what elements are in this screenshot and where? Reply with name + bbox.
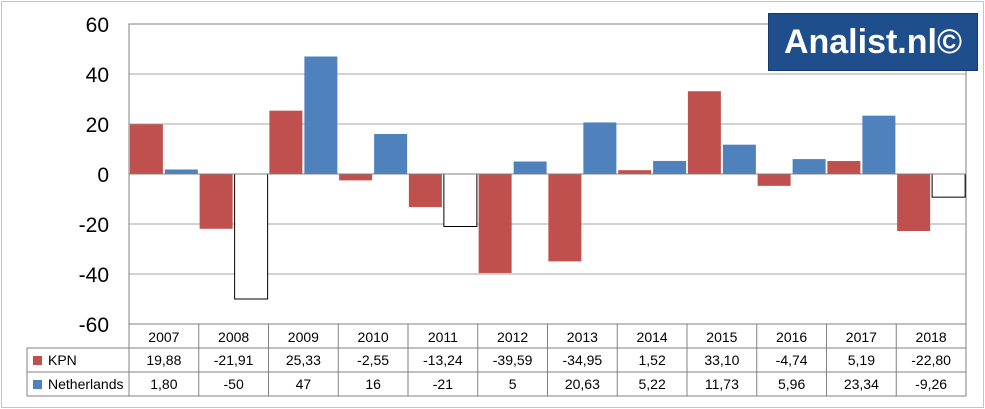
legend-label-netherlands: Netherlands (48, 376, 124, 392)
y-tick-label: 20 (86, 114, 109, 137)
category-label: 2018 (916, 329, 947, 345)
data-label-netherlands: 11,73 (705, 376, 739, 392)
bar-kpn-2009 (269, 110, 303, 174)
y-tick-label: 40 (86, 64, 109, 87)
bar-netherlands-2010 (374, 134, 408, 174)
category-label: 2009 (288, 329, 319, 345)
category-label: 2007 (148, 329, 179, 345)
bar-netherlands-2016 (792, 159, 826, 174)
category-label: 2016 (776, 329, 807, 345)
data-label-kpn: -21,91 (214, 352, 254, 368)
y-tick-label: -60 (79, 314, 109, 337)
legend-label-kpn: KPN (48, 352, 77, 368)
data-label-netherlands: 47 (296, 376, 312, 392)
data-label-kpn: 5,19 (848, 352, 875, 368)
data-label-netherlands: 16 (365, 376, 381, 392)
data-label-kpn: -39,59 (493, 352, 533, 368)
legend-key-kpn (33, 356, 42, 365)
bar-kpn-2017 (827, 161, 861, 174)
data-label-kpn: 33,10 (704, 352, 739, 368)
category-label: 2013 (567, 329, 598, 345)
bar-kpn-2016 (757, 174, 791, 186)
category-label: 2008 (218, 329, 249, 345)
data-label-netherlands: -9,26 (915, 376, 947, 392)
bar-kpn-2007 (129, 124, 163, 174)
data-label-netherlands: 5,22 (639, 376, 666, 392)
bar-netherlands-2015 (722, 144, 756, 174)
y-tick-label: 60 (86, 14, 109, 37)
y-tick-label: -40 (79, 264, 109, 287)
bar-kpn-2010 (339, 174, 373, 181)
bar-kpn-2008 (199, 174, 233, 229)
y-tick-label: 0 (97, 164, 109, 187)
data-label-kpn: 1,52 (639, 352, 666, 368)
bar-netherlands-2008 (234, 173, 269, 300)
data-label-kpn: 25,33 (286, 352, 321, 368)
data-label-netherlands: 5 (509, 376, 517, 392)
data-label-netherlands: -50 (224, 376, 244, 392)
bar-kpn-2014 (618, 170, 652, 174)
category-label: 2011 (428, 329, 458, 345)
data-label-netherlands: -21 (433, 376, 453, 392)
data-label-kpn: 19,88 (146, 352, 181, 368)
category-label: 2012 (497, 329, 528, 345)
category-label: 2015 (706, 329, 737, 345)
data-label-netherlands: 5,96 (778, 376, 805, 392)
bar-kpn-2013 (548, 174, 582, 262)
data-label-kpn: -2,55 (357, 352, 389, 368)
category-label: 2014 (637, 329, 668, 345)
bar-netherlands-2007 (164, 169, 198, 174)
data-label-netherlands: 20,63 (565, 376, 600, 392)
legend-key-netherlands (33, 380, 42, 389)
data-label-netherlands: 1,80 (150, 376, 177, 392)
category-label: 2017 (846, 329, 877, 345)
bar-netherlands-2009 (304, 56, 338, 174)
bar-kpn-2015 (687, 91, 721, 174)
data-label-kpn: -22,80 (911, 352, 951, 368)
bar-kpn-2018 (897, 174, 931, 231)
data-label-kpn: -4,74 (776, 352, 808, 368)
data-label-kpn: -34,95 (563, 352, 603, 368)
bar-kpn-2011 (408, 174, 442, 208)
bar-netherlands-2014 (653, 160, 687, 174)
y-tick-label: -20 (79, 214, 109, 237)
bar-netherlands-2011 (443, 173, 478, 227)
bar-netherlands-2018 (931, 173, 966, 198)
category-label: 2010 (358, 329, 389, 345)
bar-netherlands-2012 (513, 161, 547, 174)
bar-kpn-2012 (478, 174, 512, 273)
bar-netherlands-2013 (583, 122, 617, 174)
data-label-kpn: -13,24 (423, 352, 463, 368)
analist-logo: Analist.nl© (768, 13, 978, 71)
data-label-netherlands: 23,34 (844, 376, 879, 392)
bar-netherlands-2017 (862, 115, 896, 174)
